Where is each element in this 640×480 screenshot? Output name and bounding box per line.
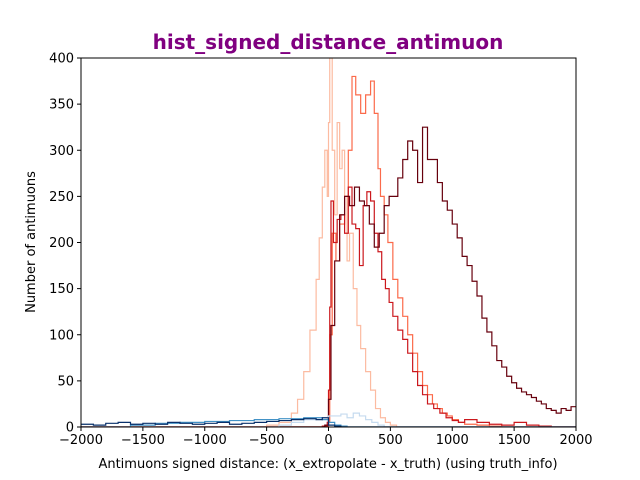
x-axis-label: Antimuons signed distance: (x_extropolat…	[98, 457, 557, 472]
y-tick-label: 250	[49, 190, 74, 205]
x-tick-label: 0	[324, 433, 332, 448]
chart-title: hist_signed_distance_antimuon	[153, 30, 504, 54]
x-tick-label: 1500	[498, 433, 531, 448]
y-tick-label: 150	[49, 282, 74, 297]
y-tick-label: 200	[49, 236, 74, 251]
histogram-series-3	[81, 186, 576, 427]
x-tick-label: 2000	[559, 433, 592, 448]
axes-layer: −2000 −1500 −1000 −500 0 500 1000 1500 2000 0 50 10…	[49, 52, 592, 449]
y-tick-label: 50	[57, 374, 74, 389]
x-tick-label: −1000	[183, 433, 227, 448]
y-tick-label: 400	[49, 52, 74, 67]
x-tick-label: −2000	[59, 433, 103, 448]
y-tick-label: 100	[49, 328, 74, 343]
y-tick-label: 300	[49, 144, 74, 159]
histogram-series-5	[81, 412, 576, 427]
x-tick-label: 1000	[436, 433, 469, 448]
series-layer	[81, 58, 576, 427]
histogram-series-4	[81, 126, 576, 427]
x-tick-label: −1500	[121, 433, 165, 448]
histogram-series-1	[81, 58, 576, 427]
x-tick-label: 500	[378, 433, 403, 448]
y-axis-label: Number of antimuons	[24, 171, 39, 313]
histogram-series-6	[81, 417, 576, 427]
histogram-series-7	[81, 417, 576, 427]
y-tick-label: 0	[66, 421, 74, 436]
y-tick-label: 350	[49, 98, 74, 113]
x-tick-label: −500	[249, 433, 285, 448]
